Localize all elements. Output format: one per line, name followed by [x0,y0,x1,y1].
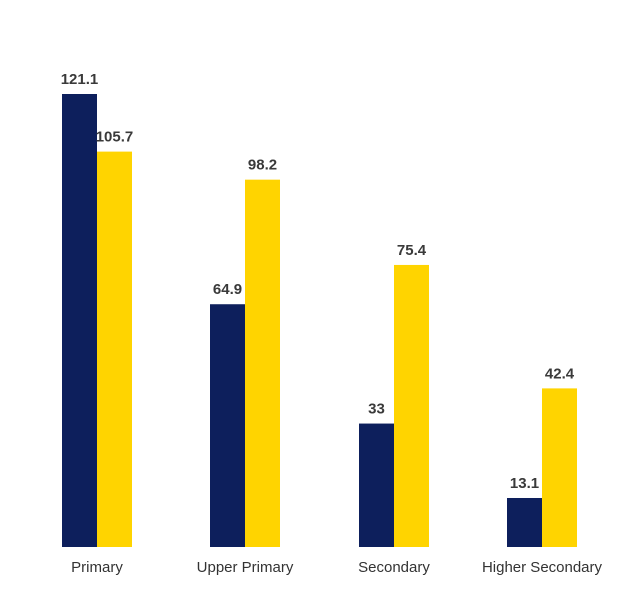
value-label: 42.4 [545,365,575,382]
value-labels-group: 121.1 105.7 64.9 98.2 33 75.4 13.1 42.4 [61,71,575,492]
category-label: Secondary [358,559,430,576]
value-label: 121.1 [61,71,99,88]
category-labels-group: Primary Upper Primary Secondary Higher Seco… [71,559,602,576]
category-label: Higher Secondary [482,559,603,576]
category-label: Primary [71,559,123,576]
bar-series1-higher-secondary [507,497,542,547]
bar-series1-upper-primary [210,304,245,547]
value-label: 64.9 [213,281,242,298]
category-label: Upper Primary [197,559,294,576]
value-label: 98.2 [248,157,277,174]
bar-series1-primary [62,94,97,547]
value-label: 105.7 [96,129,134,146]
value-label: 13.1 [510,475,539,492]
value-label: 75.4 [397,242,427,259]
bar-series2-higher-secondary [542,388,577,547]
bar-series2-primary [97,151,132,547]
bar-series2-secondary [394,264,429,547]
value-label: 33 [368,401,385,418]
bars-group [62,94,577,547]
bar-series2-upper-primary [245,179,280,547]
bar-series1-secondary [359,423,394,547]
